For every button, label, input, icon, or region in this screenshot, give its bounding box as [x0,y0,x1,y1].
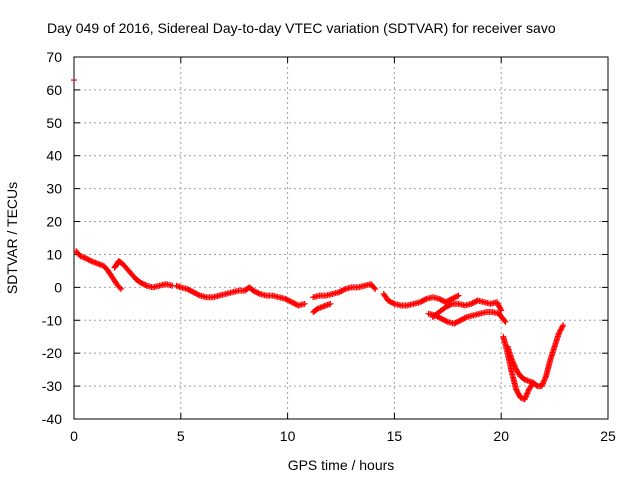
y-tick-label: -10 [42,312,62,328]
data-point [454,293,461,300]
data-point [501,317,508,324]
x-tick-label: 25 [600,428,616,444]
data-point [559,323,566,330]
series-segment-20-22h-inner [504,343,537,386]
x-tick-label: 10 [280,428,296,444]
data-point [530,379,537,386]
data-point [117,286,124,293]
data-point [498,307,505,314]
data-point [502,318,509,325]
x-axis-label: GPS time / hours [288,457,395,473]
y-tick-label: 50 [46,115,62,131]
data-point [371,284,378,291]
data-point [372,286,379,293]
data-points [71,79,567,403]
y-tick-label: 0 [54,279,62,295]
data-point [116,284,123,291]
x-tick-label: 20 [493,428,509,444]
data-point [462,314,469,321]
x-tick-label: 5 [177,428,185,444]
data-point [560,322,567,329]
series-segment-11-12h-lower [310,300,334,316]
series-segment-5-10h [173,282,308,309]
data-point [255,290,262,297]
y-tick-label: 70 [46,49,62,65]
data-point [497,306,504,313]
y-axis-label: SDTVAR / TECUs [4,182,20,294]
y-tick-label: 20 [46,214,62,230]
data-point [447,301,454,308]
y-tick-label: -20 [42,345,62,361]
data-point [86,257,93,264]
series-segment-20-23h [500,322,567,403]
data-point [195,291,202,298]
y-tick-label: 10 [46,246,62,262]
data-point [455,292,462,299]
plot-frame [73,56,609,420]
series-segment-2-4h [111,258,176,291]
y-tick-label: -40 [42,411,62,427]
data-point [142,282,149,289]
series-segment-0-2h [73,248,124,293]
x-tick-label: 0 [70,428,78,444]
data-point [327,300,334,307]
tick-labels: 0 5 10 15 20 25 -40 -30 -20 -10 0 10 20 30 40 50 60 70 [42,49,616,444]
y-tick-label: 40 [46,148,62,164]
y-tick-label: -30 [42,378,62,394]
data-point [422,296,429,303]
series-segment-17-20h-upper [429,297,505,320]
data-point [390,300,397,307]
y-tick-label: 30 [46,181,62,197]
series-segment-11-14h [310,281,379,301]
x-tick-label: 15 [387,428,403,444]
y-tick-label: 60 [46,82,62,98]
data-point [340,286,347,293]
chart-title: Day 049 of 2016, Sidereal Day-to-day VTE… [47,20,556,36]
data-point [301,300,308,307]
grid [74,57,608,419]
series-segment-14-18h [380,290,462,309]
data-point [443,318,450,325]
